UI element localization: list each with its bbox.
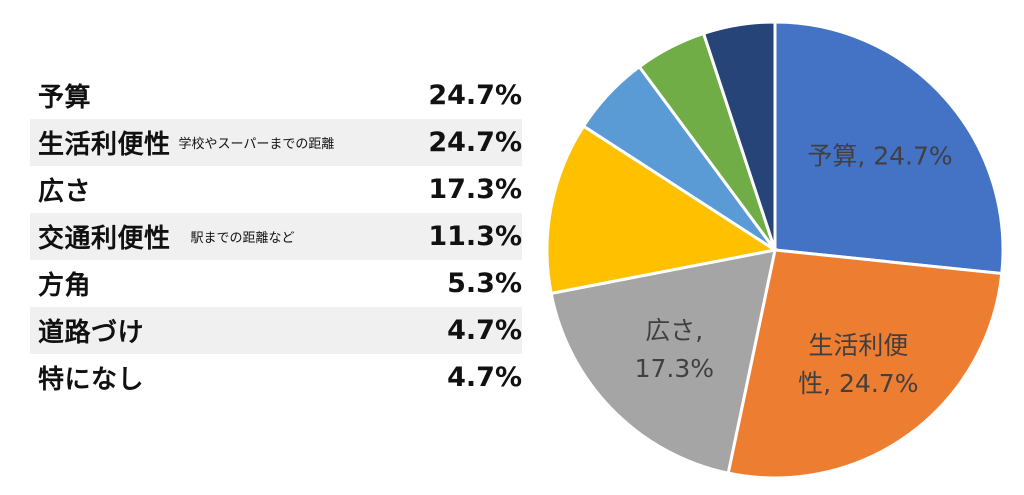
category-note: 駅までの距離など <box>190 231 295 246</box>
percentage-value: 4.7% <box>447 362 522 393</box>
percentage-value: 4.7% <box>447 315 522 346</box>
category-label: 生活利便性 <box>38 130 171 160</box>
percentage-value: 24.7% <box>428 127 522 158</box>
slice-data-label-line: 生活利便 <box>808 331 908 360</box>
legend-table: 予算 24.7% 生活利便性 学校やスーパーまでの距離 24.7% 広さ 17.3% 交通利便… <box>30 72 522 401</box>
pie-chart: 予算, 24.7% 生活利便性, 24.7% 広さ, 17.3% <box>545 20 1005 480</box>
category-label: 予算 <box>38 83 92 113</box>
table-row: 方角 5.3% <box>30 260 522 307</box>
category-label: 特になし <box>38 365 145 395</box>
slice-data-label-line: 予算, 24.7% <box>807 141 952 170</box>
table-row: 広さ 17.3% <box>30 166 522 213</box>
category-label: 道路づけ <box>38 318 145 348</box>
table-row: 予算 24.7% <box>30 72 522 119</box>
percentage-value: 5.3% <box>447 268 522 299</box>
pie-slice <box>773 20 1005 276</box>
category-label: 交通利便性 <box>38 224 171 254</box>
percentage-value: 17.3% <box>428 174 522 205</box>
pie-slice <box>701 20 777 251</box>
slice-data-label: 生活利便性, 24.7% <box>798 331 918 398</box>
pie-slice <box>726 248 1004 480</box>
slice-data-label-line: 17.3% <box>635 354 714 383</box>
table-row: 特になし 4.7% <box>30 354 522 401</box>
category-note: 学校やスーパーまでの距離 <box>178 137 335 152</box>
slice-data-label: 予算, 24.7% <box>807 141 952 170</box>
table-row: 交通利便性 駅までの距離など 11.3% <box>30 213 522 260</box>
category-label: 広さ <box>38 177 92 207</box>
percentage-value: 24.7% <box>428 80 522 111</box>
percentage-value: 11.3% <box>428 221 522 252</box>
table-row: 道路づけ 4.7% <box>30 307 522 354</box>
slice-data-label-line: 広さ, <box>645 316 703 345</box>
slice-data-label: 広さ, 17.3% <box>635 316 714 383</box>
slice-data-label-line: 性, 24.7% <box>798 369 918 398</box>
category-label: 方角 <box>38 271 92 301</box>
pie-slice <box>545 124 779 296</box>
table-row: 生活利便性 学校やスーパーまでの距離 24.7% <box>30 119 522 166</box>
pie-slice <box>549 248 777 475</box>
